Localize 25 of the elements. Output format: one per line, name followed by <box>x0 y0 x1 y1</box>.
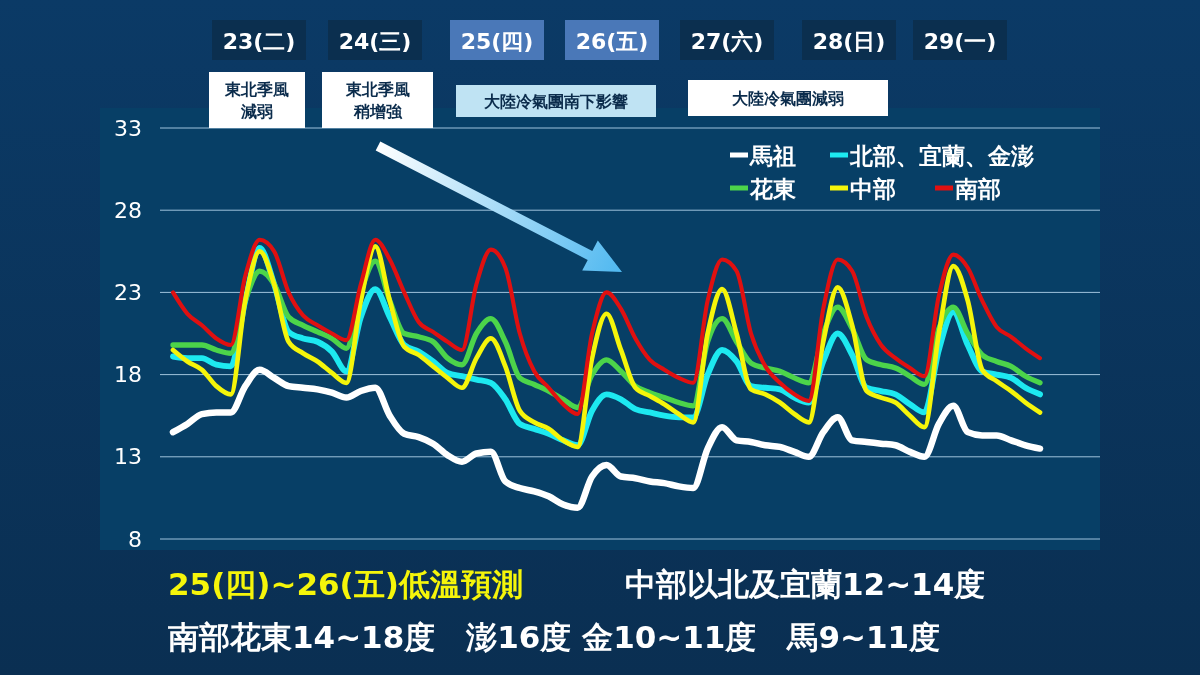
text: 25(四) <box>460 29 534 54</box>
text: 27(六) <box>690 29 764 54</box>
text: 24(三) <box>338 29 412 54</box>
text: 中部以北及宜蘭12~14度 <box>625 566 986 602</box>
text: 25(四)~26(五)低溫預測 <box>168 566 523 602</box>
y-tick-label: 13 <box>114 444 142 470</box>
y-tick-label: 28 <box>114 197 142 223</box>
legend-label: 中部 <box>850 176 896 202</box>
text: 大陸冷氣團南下影響 <box>484 92 628 111</box>
y-tick-label: 8 <box>128 526 142 552</box>
text: 東北季風稍增強 <box>344 80 410 121</box>
y-tick-label: 18 <box>114 362 142 388</box>
text: 東北季風減弱 <box>224 80 289 121</box>
legend-label: 北部、宜蘭、金澎 <box>849 143 1034 169</box>
legend-label: 南部 <box>954 176 1001 202</box>
y-tick-label: 33 <box>114 115 142 141</box>
text: 29(一) <box>923 29 997 54</box>
legend-label: 馬祖 <box>749 143 796 169</box>
text: 28(日) <box>812 29 886 54</box>
text: 23(二) <box>222 29 296 54</box>
legend-label: 花東 <box>749 176 796 202</box>
text: 大陸冷氣團減弱 <box>732 89 844 108</box>
y-tick-label: 23 <box>114 279 142 305</box>
text: 南部花東14~18度 澎16度 金10~11度 馬9~11度 <box>168 619 941 655</box>
text: 26(五) <box>575 29 649 54</box>
